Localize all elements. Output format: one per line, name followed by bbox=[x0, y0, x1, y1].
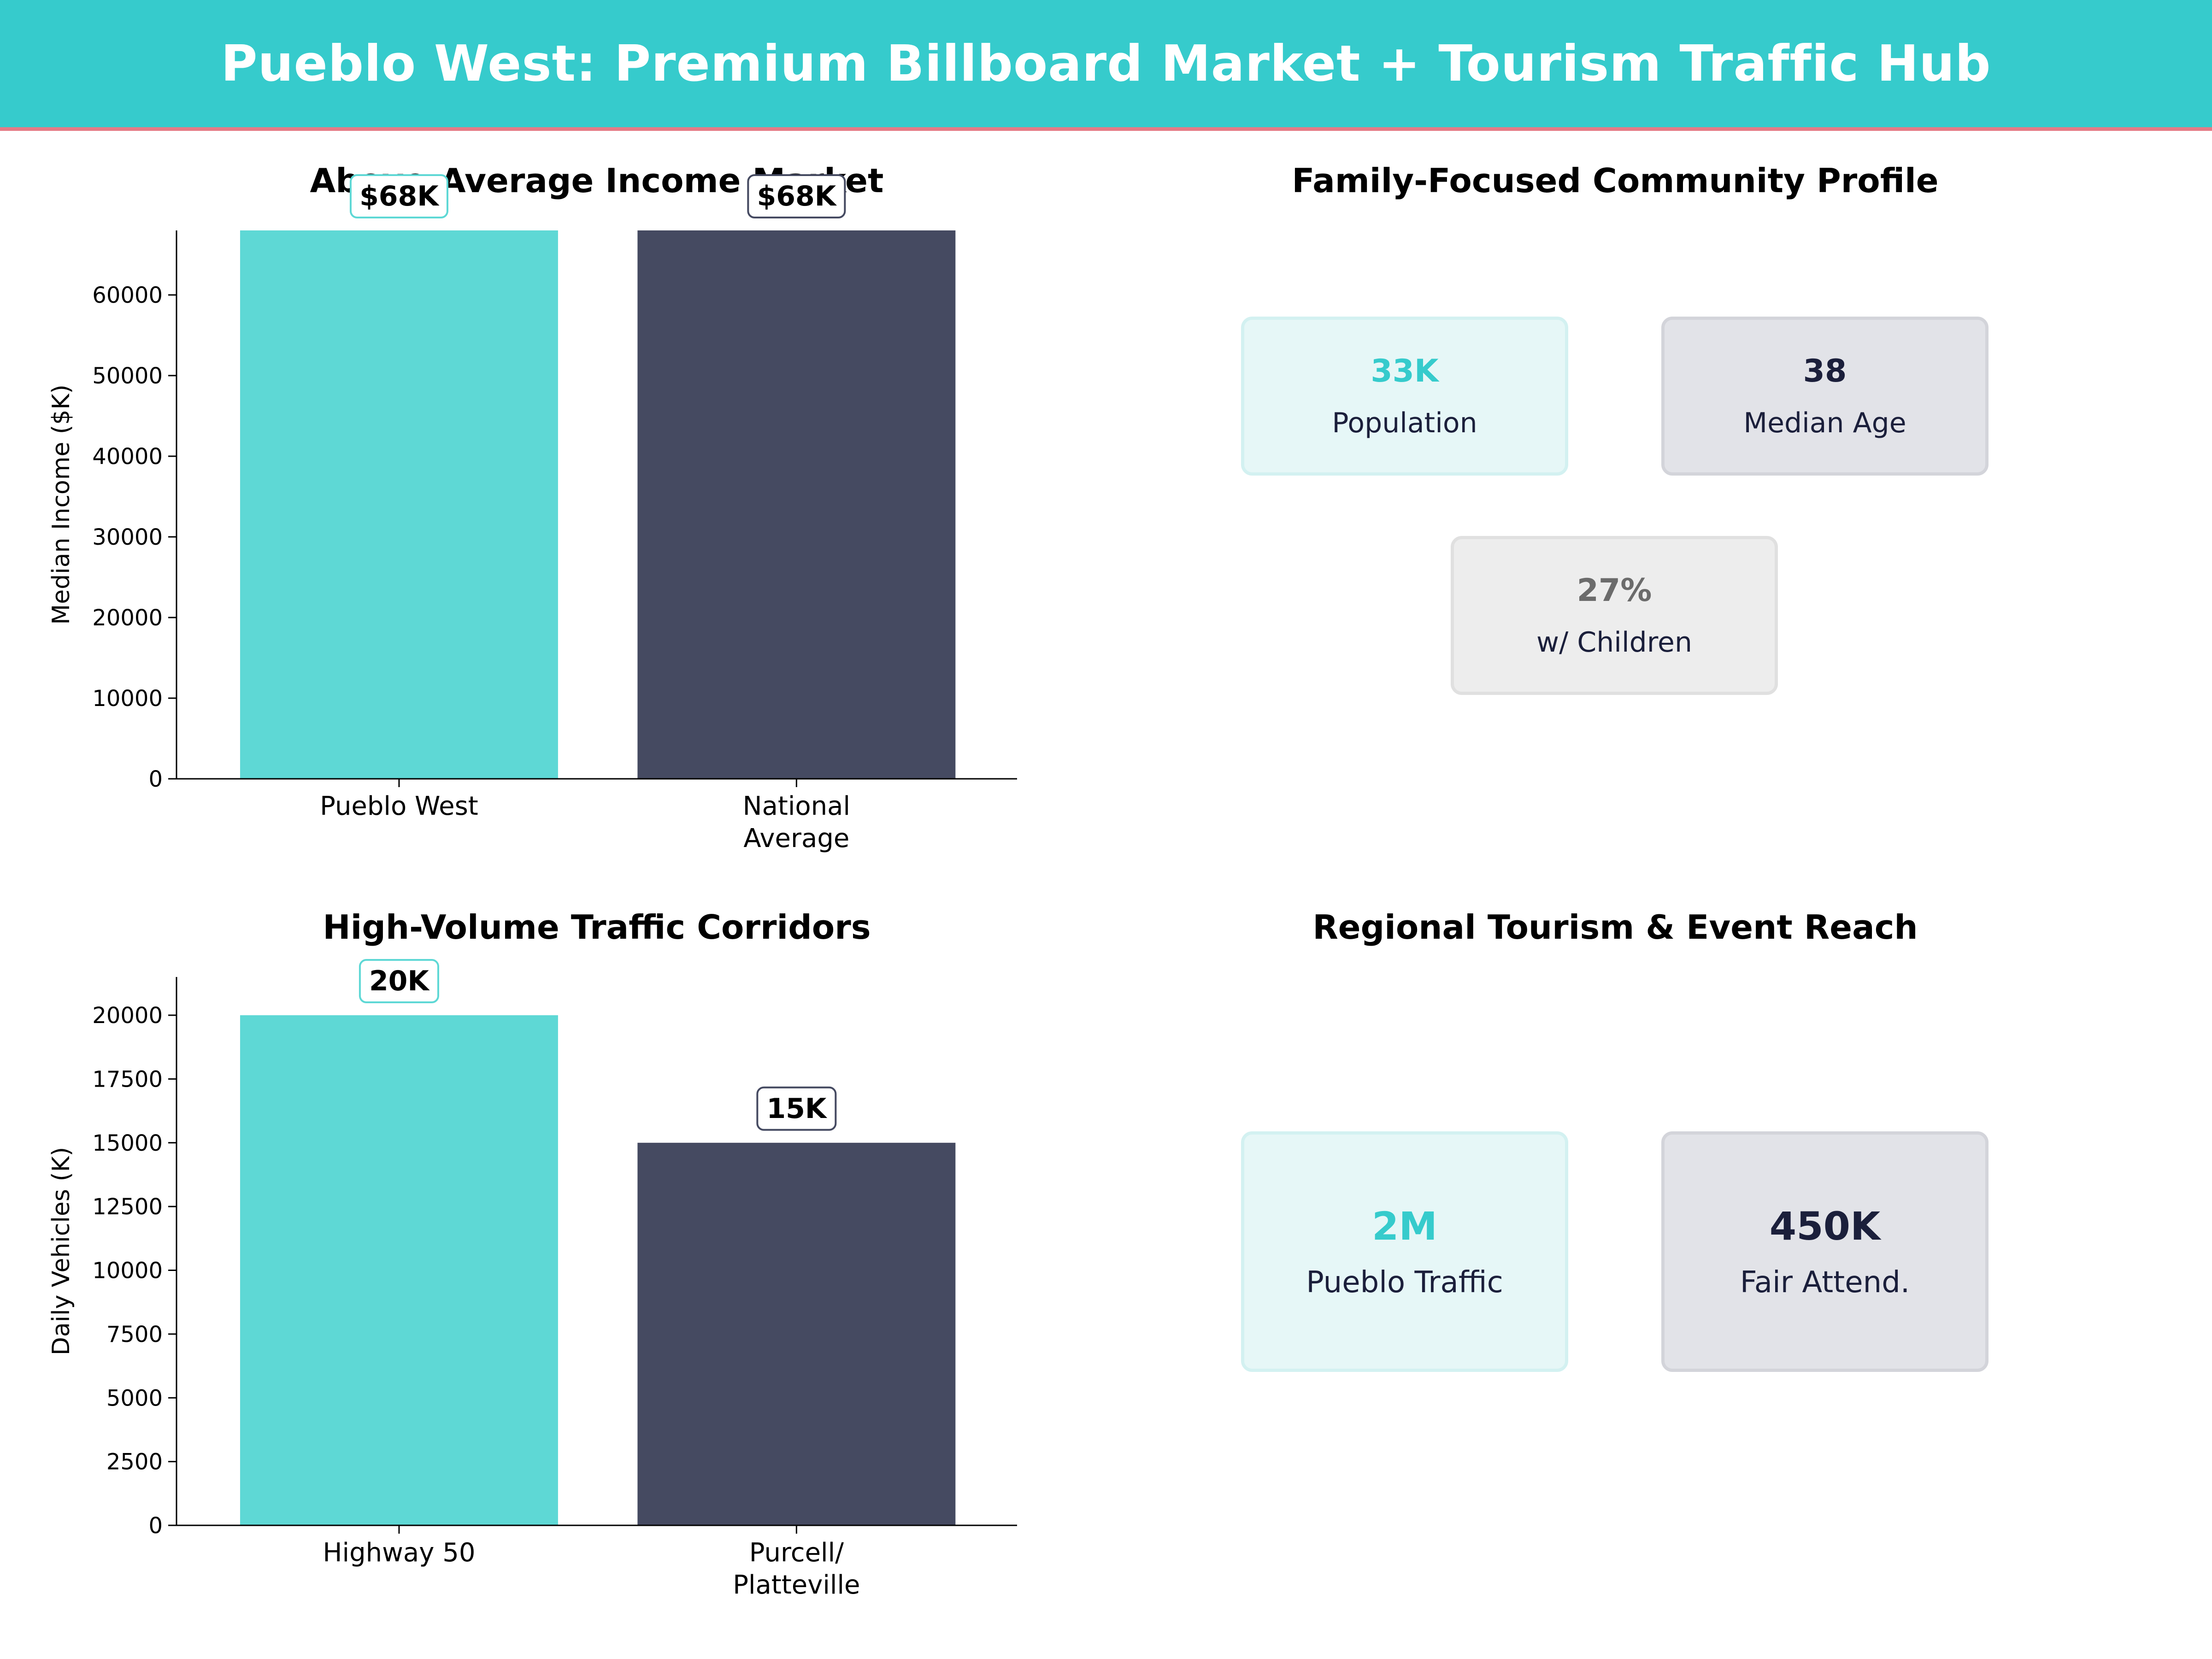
income-ylabel: Median Income ($K) bbox=[47, 384, 75, 624]
pueblo-traffic-card: 2M Pueblo Traffic bbox=[1241, 1131, 1568, 1372]
fair-attendance-label: Fair Attend. bbox=[1740, 1265, 1910, 1300]
fair-attendance-value: 450K bbox=[1769, 1204, 1881, 1249]
traffic-bar bbox=[240, 1015, 558, 1525]
income-bar bbox=[240, 230, 558, 779]
income-ytick-label: 20000 bbox=[92, 605, 163, 631]
traffic-ytick-label: 20000 bbox=[92, 1003, 163, 1029]
population-label: Population bbox=[1332, 407, 1477, 439]
traffic-ytick-label: 12500 bbox=[92, 1194, 163, 1220]
traffic-data-label: 20K bbox=[369, 965, 430, 997]
income-ytick-label: 0 bbox=[148, 766, 163, 792]
traffic-ytick-label: 10000 bbox=[92, 1258, 163, 1284]
income-ytick-label: 40000 bbox=[92, 444, 163, 470]
median-age-card: 38 Median Age bbox=[1661, 317, 1988, 476]
income-category-label: Pueblo West bbox=[320, 791, 478, 821]
pueblo-traffic-label: Pueblo Traffic bbox=[1306, 1265, 1503, 1300]
traffic-chart-title: High-Volume Traffic Corridors bbox=[323, 908, 871, 947]
children-value: 27% bbox=[1577, 572, 1652, 609]
traffic-ylabel: Daily Vehicles (K) bbox=[47, 1147, 75, 1355]
traffic-ytick-label: 7500 bbox=[106, 1322, 163, 1347]
traffic-category-label: Purcell/Platteville bbox=[733, 1538, 860, 1600]
income-data-label-box bbox=[349, 174, 448, 218]
pueblo-traffic-value: 2M bbox=[1371, 1204, 1438, 1249]
traffic-ytick-label: 5000 bbox=[106, 1385, 163, 1411]
income-data-label-box bbox=[747, 174, 846, 218]
tourism-reach-title: Regional Tourism & Event Reach bbox=[1312, 908, 1918, 947]
page-title: Pueblo West: Premium Billboard Market + … bbox=[221, 35, 1991, 93]
income-data-label: $68K bbox=[359, 180, 440, 212]
traffic-bar-chart: Daily Vehicles (K) 0 2500 5000 7500 10000 1250… bbox=[47, 959, 1017, 1600]
traffic-ytick-label: 17500 bbox=[92, 1066, 163, 1092]
income-ytick-label: 60000 bbox=[92, 282, 163, 308]
traffic-category-label: Highway 50 bbox=[323, 1538, 475, 1568]
income-bar-chart: Median Income ($K) 0 10000 20000 30000 40000 5… bbox=[47, 174, 1017, 853]
community-profile-title: Family-Focused Community Profile bbox=[1292, 161, 1939, 200]
median-age-value: 38 bbox=[1803, 353, 1847, 389]
median-age-label: Median Age bbox=[1743, 407, 1906, 439]
income-bar bbox=[637, 230, 956, 779]
traffic-ytick-label: 0 bbox=[148, 1513, 163, 1539]
population-card: 33K Population bbox=[1241, 317, 1568, 476]
traffic-data-label-box bbox=[359, 959, 439, 1004]
traffic-ytick-label: 2500 bbox=[106, 1449, 163, 1475]
income-ytick-label: 50000 bbox=[92, 363, 163, 389]
traffic-bar bbox=[637, 1142, 956, 1525]
income-category-label: National Average bbox=[743, 791, 850, 853]
traffic-data-label-box bbox=[756, 1086, 837, 1131]
traffic-ytick-label: 15000 bbox=[92, 1130, 163, 1156]
header-banner: Pueblo West: Premium Billboard Market + … bbox=[0, 0, 2212, 131]
children-card: 27% w/ Children bbox=[1451, 536, 1778, 695]
population-value: 33K bbox=[1371, 353, 1439, 389]
children-label: w/ Children bbox=[1536, 626, 1692, 659]
fair-attendance-card: 450K Fair Attend. bbox=[1661, 1131, 1988, 1372]
income-data-label: $68K bbox=[757, 180, 837, 212]
traffic-data-label: 15K bbox=[766, 1093, 827, 1125]
income-ytick-label: 10000 bbox=[92, 686, 163, 712]
income-ytick-label: 30000 bbox=[92, 524, 163, 550]
